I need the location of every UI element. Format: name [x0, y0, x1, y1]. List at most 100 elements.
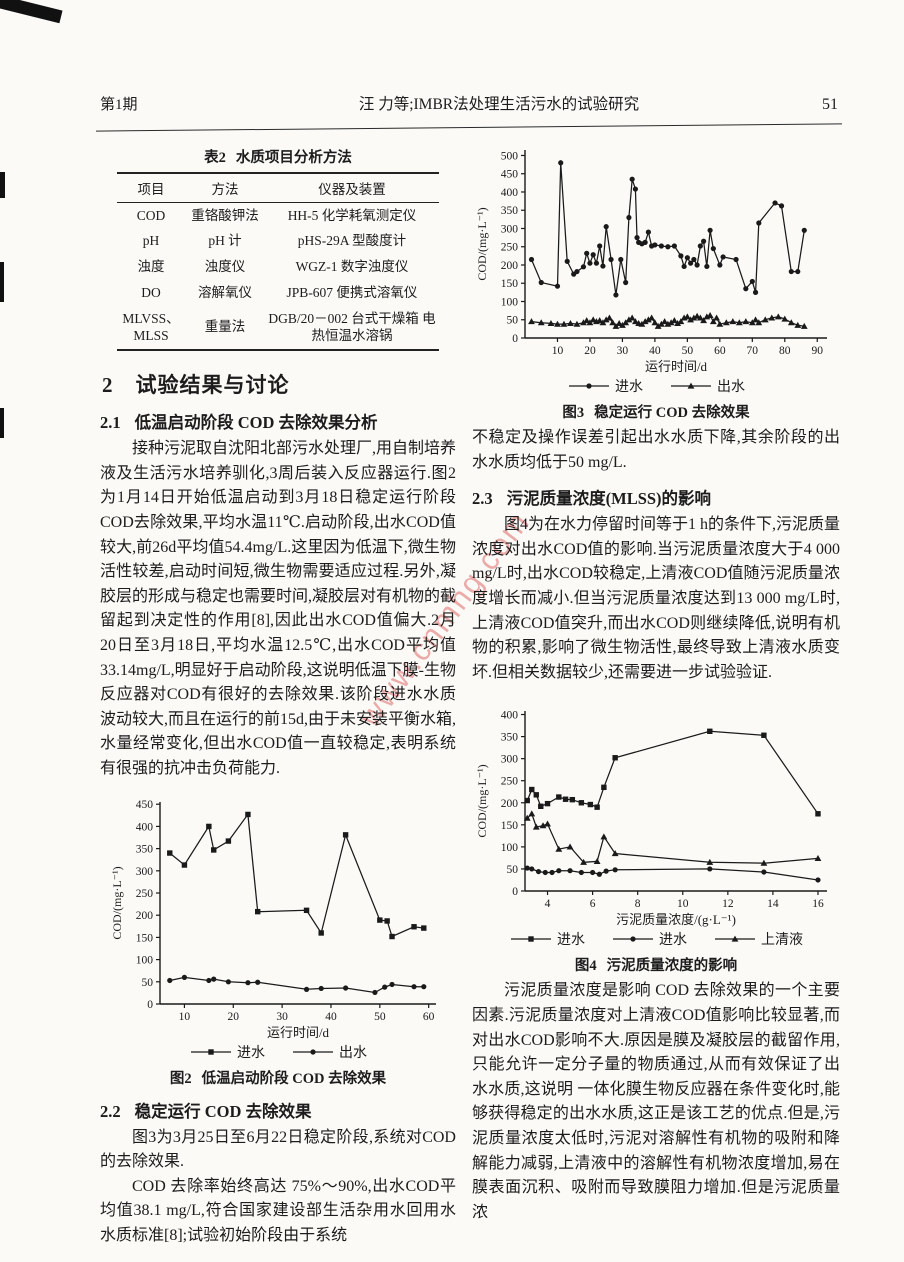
legend-item: 进水 [189, 1042, 265, 1062]
page-header: 第1期 汪 力等;IMBR法处理生活污水的试验研究 51 [100, 92, 838, 114]
header-rule [96, 123, 842, 132]
figure2-legend: 进水 出水 [100, 1042, 456, 1062]
figure4-caption: 图4 污泥质量浓度的影响 [472, 954, 840, 975]
journal-issue: 第1期 [100, 97, 138, 113]
svg-text:200: 200 [501, 260, 519, 272]
svg-text:50: 50 [142, 976, 154, 988]
scan-artifact [0, 408, 4, 438]
section-2-1-heading: 2.1 低温启动阶段 COD 去除效果分析 [100, 409, 456, 433]
table-cell: HH-5 化学耗氧测定仪 [287, 207, 417, 223]
svg-text:8: 8 [635, 898, 641, 910]
figure2-caption-text: 低温启动阶段 COD 去除效果 [201, 1070, 387, 1087]
svg-text:COD/(mg·L⁻¹): COD/(mg·L⁻¹) [475, 207, 489, 280]
section-2-heading: 2 试验结果与讨论 [102, 369, 456, 399]
section-2-number: 2 [102, 373, 114, 398]
svg-text:500: 500 [501, 150, 519, 162]
section-2-3-paragraph: 图4为在水力停留时间等于1 h的条件下,污泥质量浓度对出水COD值的影响.当污泥… [472, 516, 841, 681]
table-cell: 浊度仪 [204, 259, 246, 275]
svg-text:10: 10 [552, 345, 564, 357]
table-column-header: 仪器及装置 [265, 173, 439, 203]
scan-artifact [0, 0, 63, 24]
table-label: 表2 [204, 150, 226, 166]
scan-artifact [0, 262, 4, 302]
svg-text:400: 400 [501, 187, 519, 199]
svg-text:运行时间/d: 运行时间/d [645, 359, 708, 374]
section-2-2-heading: 2.2 稳定运行 COD 去除效果 [100, 1098, 456, 1122]
svg-text:0: 0 [512, 886, 518, 898]
figure4-chart: 4 6 8 10 12 14 16 0 50 100 150 200 250 300 350 400 污泥质量浓… [475, 710, 827, 927]
svg-text:450: 450 [136, 799, 154, 811]
right-column: 10 20 30 40 50 60 70 80 90 0 50 100 150 200 250 300 350 4… [472, 138, 840, 1249]
legend-label: 进水 [659, 933, 687, 949]
table-cell: pH 计 [208, 233, 242, 249]
table-caption-text: 水质项目分析方法 [235, 150, 352, 166]
svg-text:250: 250 [501, 776, 519, 788]
table-row: COD 重铬酸钾法 HH-5 化学耗氧测定仪 [117, 203, 439, 229]
section-2-3-number: 2.3 [472, 489, 493, 509]
svg-text:0: 0 [512, 333, 518, 345]
figure4-label: 图4 [574, 958, 597, 975]
svg-text:12: 12 [722, 898, 734, 910]
figure3-legend: 进水 出水 [472, 376, 840, 396]
legend-marker-icon [613, 936, 653, 942]
figure3-caption-text: 稳定运行 COD 去除效果 [594, 405, 750, 421]
section-2-2-continuation: 不稳定及操作误差引起出水水质下降,其余阶段的出水水质均低于50 mg/L. [472, 429, 840, 471]
figure2-label: 图2 [169, 1070, 192, 1087]
legend-item: 进水 [509, 929, 585, 949]
figure4-legend: 进水 进水 上清液 [472, 929, 840, 949]
table-cell: 溶解氧仪 [198, 285, 252, 301]
svg-text:50: 50 [507, 864, 519, 876]
svg-text:40: 40 [325, 1011, 337, 1023]
legend-marker-icon [715, 935, 755, 942]
svg-text:200: 200 [501, 798, 519, 810]
svg-text:COD/(mg·L⁻¹): COD/(mg·L⁻¹) [475, 765, 489, 838]
two-column-body: 表2 水质项目分析方法 项目 方法 仪器及装置 COD 重铬酸钾法 HH-5 化学耗氧测定… [100, 138, 840, 1249]
svg-text:50: 50 [682, 345, 694, 357]
legend-label: 进水 [557, 933, 585, 949]
table-header-row: 项目 方法 仪器及装置 [117, 173, 439, 203]
section-2-2-number: 2.2 [100, 1101, 121, 1121]
table-cell: DGB/20－002 台式干燥箱 电热恒温水溶锅 [268, 311, 436, 343]
svg-text:50: 50 [374, 1011, 386, 1023]
figure-4: 4 6 8 10 12 14 16 0 50 100 150 200 250 300 350 400 污泥质量浓… [472, 701, 840, 975]
analysis-methods-table: 项目 方法 仪器及装置 COD 重铬酸钾法 HH-5 化学耗氧测定仪 pH pH 计 pHS-… [117, 172, 439, 352]
svg-text:60: 60 [423, 1011, 435, 1023]
legend-label: 出水 [717, 380, 745, 395]
figure-2: 10 20 30 40 50 60 0 50 100 150 200 250 300 350 400 450 运… [100, 792, 456, 1088]
table-row: MLVSS、MLSS 重量法 DGB/20－002 台式干燥箱 电热恒温水溶锅 [117, 307, 439, 351]
svg-text:运行时间/d: 运行时间/d [267, 1025, 330, 1040]
svg-text:300: 300 [501, 223, 519, 235]
svg-text:80: 80 [779, 345, 791, 357]
svg-text:100: 100 [501, 296, 519, 308]
svg-text:300: 300 [136, 865, 154, 877]
section-2-3-title: 污泥质量浓度(MLSS)的影响 [506, 489, 712, 509]
svg-text:350: 350 [136, 843, 154, 855]
section-2-2-paragraph-2: COD 去除率始终高达 75%～90%,出水COD平均值38.1 mg/L,符合… [100, 1177, 456, 1244]
section-2-1-title: 低温启动阶段 COD 去除效果分析 [134, 413, 378, 433]
legend-label: 进水 [615, 380, 643, 395]
legend-marker-icon [293, 1048, 333, 1055]
table-column-header: 项目 [117, 173, 185, 203]
legend-item: 进水 [567, 376, 643, 396]
svg-text:30: 30 [617, 345, 629, 357]
figure3-caption: 图3 稳定运行 COD 去除效果 [472, 401, 840, 422]
table-caption: 表2 水质项目分析方法 [100, 146, 456, 167]
legend-label: 上清液 [761, 933, 803, 949]
table-cell: JPB-607 便携式溶氧仪 [286, 285, 418, 301]
svg-text:350: 350 [501, 732, 519, 744]
legend-item: 出水 [669, 376, 745, 396]
legend-marker-icon [511, 936, 551, 943]
table-cell: MLVSS、MLSS [122, 311, 180, 343]
svg-text:90: 90 [812, 345, 824, 357]
legend-item: 出水 [291, 1042, 367, 1062]
svg-text:50: 50 [507, 315, 519, 327]
left-column: 表2 水质项目分析方法 项目 方法 仪器及装置 COD 重铬酸钾法 HH-5 化学耗氧测定… [100, 138, 456, 1249]
svg-text:COD/(mg·L⁻¹): COD/(mg·L⁻¹) [110, 866, 124, 939]
svg-text:400: 400 [501, 710, 519, 722]
svg-text:10: 10 [179, 1011, 191, 1023]
figure4-discussion-paragraph: 污泥质量浓度是影响 COD 去除效果的一个主要因素.污泥质量浓度对上清液COD值… [472, 982, 840, 1221]
figure2-caption: 图2 低温启动阶段 COD 去除效果 [100, 1067, 456, 1088]
svg-text:6: 6 [590, 898, 596, 910]
running-title: 汪 力等;IMBR法处理生活污水的试验研究 [358, 96, 640, 113]
table-body: COD 重铬酸钾法 HH-5 化学耗氧测定仪 pH pH 计 pHS-29A 型酸度计 浊度… [117, 203, 439, 351]
